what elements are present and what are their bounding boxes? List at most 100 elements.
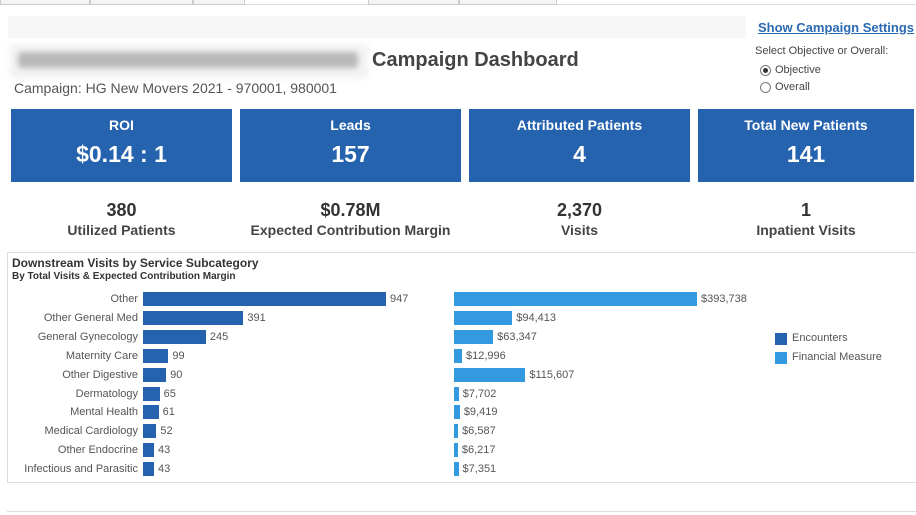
financial-bar[interactable] [454, 367, 526, 382]
campaign-name: Campaign: HG New Movers 2021 - 970001, 9… [14, 80, 337, 96]
stat-value: 380 [106, 200, 137, 220]
encounters-bar[interactable] [143, 386, 160, 401]
data-label: $6,217 [461, 444, 496, 457]
data-label: $6,587 [462, 425, 496, 438]
stat-value: $0.78M [320, 200, 381, 220]
radio-unchecked-icon [760, 82, 771, 93]
tab[interactable] [0, 0, 90, 5]
stat-value: 1 [800, 200, 811, 220]
data-label: 947 [390, 293, 409, 305]
legend-label: Encounters [792, 332, 848, 344]
data-label: $94,413 [516, 311, 557, 324]
financial-bar[interactable] [454, 443, 458, 458]
data-label: 391 [247, 311, 266, 324]
encounters-bar[interactable] [143, 443, 155, 458]
kpi-total-new-patients: Total New Patients 141 [698, 109, 914, 182]
kpi-attributed-patients: Attributed Patients 4 [469, 109, 690, 182]
category-label: Other [110, 293, 138, 305]
stat-inpatient-visits: 1 Inpatient Visits [698, 200, 914, 238]
data-label: $12,996 [466, 349, 506, 362]
kpi-value: 4 [573, 141, 586, 167]
kpi-roi: ROI $0.14 : 1 [11, 109, 232, 182]
kpi-label: Total New Patients [744, 117, 868, 133]
category-label: Other Endocrine [57, 444, 138, 457]
category-label: Mental Health [70, 406, 138, 419]
encounters-bar[interactable] [143, 329, 206, 344]
chart-panel [7, 252, 916, 483]
legend-financial-measure: Financial Measure [775, 351, 882, 364]
kpi-label: Leads [330, 117, 371, 133]
financial-bar[interactable] [454, 310, 513, 325]
financial-bar[interactable] [454, 348, 463, 363]
page-title: Campaign Dashboard [372, 49, 579, 71]
data-label: $7,702 [462, 387, 497, 400]
legend-swatch [775, 332, 787, 345]
data-label: $63,347 [497, 330, 537, 343]
data-label: 245 [209, 330, 229, 343]
data-label: 43 [158, 444, 171, 457]
category-label: Other General Med [43, 311, 138, 324]
redacted-organization-name [10, 44, 368, 78]
stat-contribution-margin: $0.78M Expected Contribution Margin [240, 200, 461, 238]
data-label: 90 [170, 368, 183, 381]
radio-label: Overall [775, 81, 810, 93]
radio-label: Objective [775, 64, 821, 76]
legend-swatch [775, 351, 787, 364]
financial-bar[interactable] [454, 292, 697, 306]
header-bar [8, 16, 746, 38]
tab-strip [0, 0, 916, 5]
show-campaign-settings-link[interactable]: Show Campaign Settings [758, 20, 915, 35]
kpi-value: 141 [786, 141, 826, 167]
stat-utilized-patients: 380 Utilized Patients [11, 200, 232, 238]
category-label: Maternity Care [65, 349, 138, 362]
stat-label: Visits [560, 222, 599, 238]
legend-encounters: Encounters [775, 332, 848, 345]
encounters-bar[interactable] [143, 367, 167, 382]
data-label: 99 [172, 349, 185, 362]
financial-bar[interactable] [454, 424, 459, 439]
encounters-bar[interactable] [143, 424, 157, 439]
radio-checked-icon [760, 65, 771, 76]
data-label: $115,607 [529, 368, 575, 381]
chart-subtitle: By Total Visits & Expected Contribution … [12, 271, 236, 282]
radio-overall[interactable]: Overall [760, 81, 810, 94]
tab[interactable] [90, 0, 193, 5]
chart-title: Downstream Visits by Service Subcategory [12, 256, 259, 270]
category-label: Dermatology [75, 387, 138, 400]
kpi-label: Attributed Patients [516, 117, 643, 133]
encounters-bar[interactable] [143, 462, 155, 477]
financial-bar[interactable] [454, 329, 494, 344]
divider [7, 511, 916, 512]
kpi-value: 157 [331, 141, 370, 167]
data-label: $7,351 [462, 463, 497, 476]
tab[interactable] [193, 0, 245, 5]
stat-label: Utilized Patients [67, 222, 176, 238]
financial-bar[interactable] [454, 386, 459, 401]
legend-label: Financial Measure [792, 351, 882, 363]
kpi-label: ROI [109, 117, 134, 133]
stat-label: Expected Contribution Margin [250, 222, 451, 238]
category-label: Other Digestive [62, 368, 138, 381]
data-label: $9,419 [463, 406, 498, 419]
data-label: $393,738 [701, 293, 747, 305]
data-label: 61 [162, 406, 175, 419]
category-label: General Gynecology [37, 330, 138, 343]
stat-label: Inpatient Visits [756, 222, 856, 238]
tab[interactable] [459, 0, 557, 5]
data-label: 52 [160, 425, 173, 438]
category-label: Infectious and Parasitic [24, 463, 138, 476]
financial-bar[interactable] [454, 405, 460, 420]
encounters-bar[interactable] [143, 292, 386, 306]
tab[interactable] [368, 0, 459, 5]
stat-visits: 2,370 Visits [469, 200, 690, 238]
financial-bar[interactable] [454, 462, 459, 477]
kpi-leads: Leads 157 [240, 109, 461, 182]
kpi-value: $0.14 : 1 [76, 141, 167, 167]
data-label: 65 [163, 387, 176, 400]
category-label: Medical Cardiology [44, 425, 138, 438]
encounters-bar[interactable] [143, 348, 169, 363]
radio-objective[interactable]: Objective [760, 64, 821, 77]
encounters-bar[interactable] [143, 310, 244, 325]
selector-label: Select Objective or Overall: [755, 45, 889, 57]
encounters-bar[interactable] [143, 405, 159, 420]
